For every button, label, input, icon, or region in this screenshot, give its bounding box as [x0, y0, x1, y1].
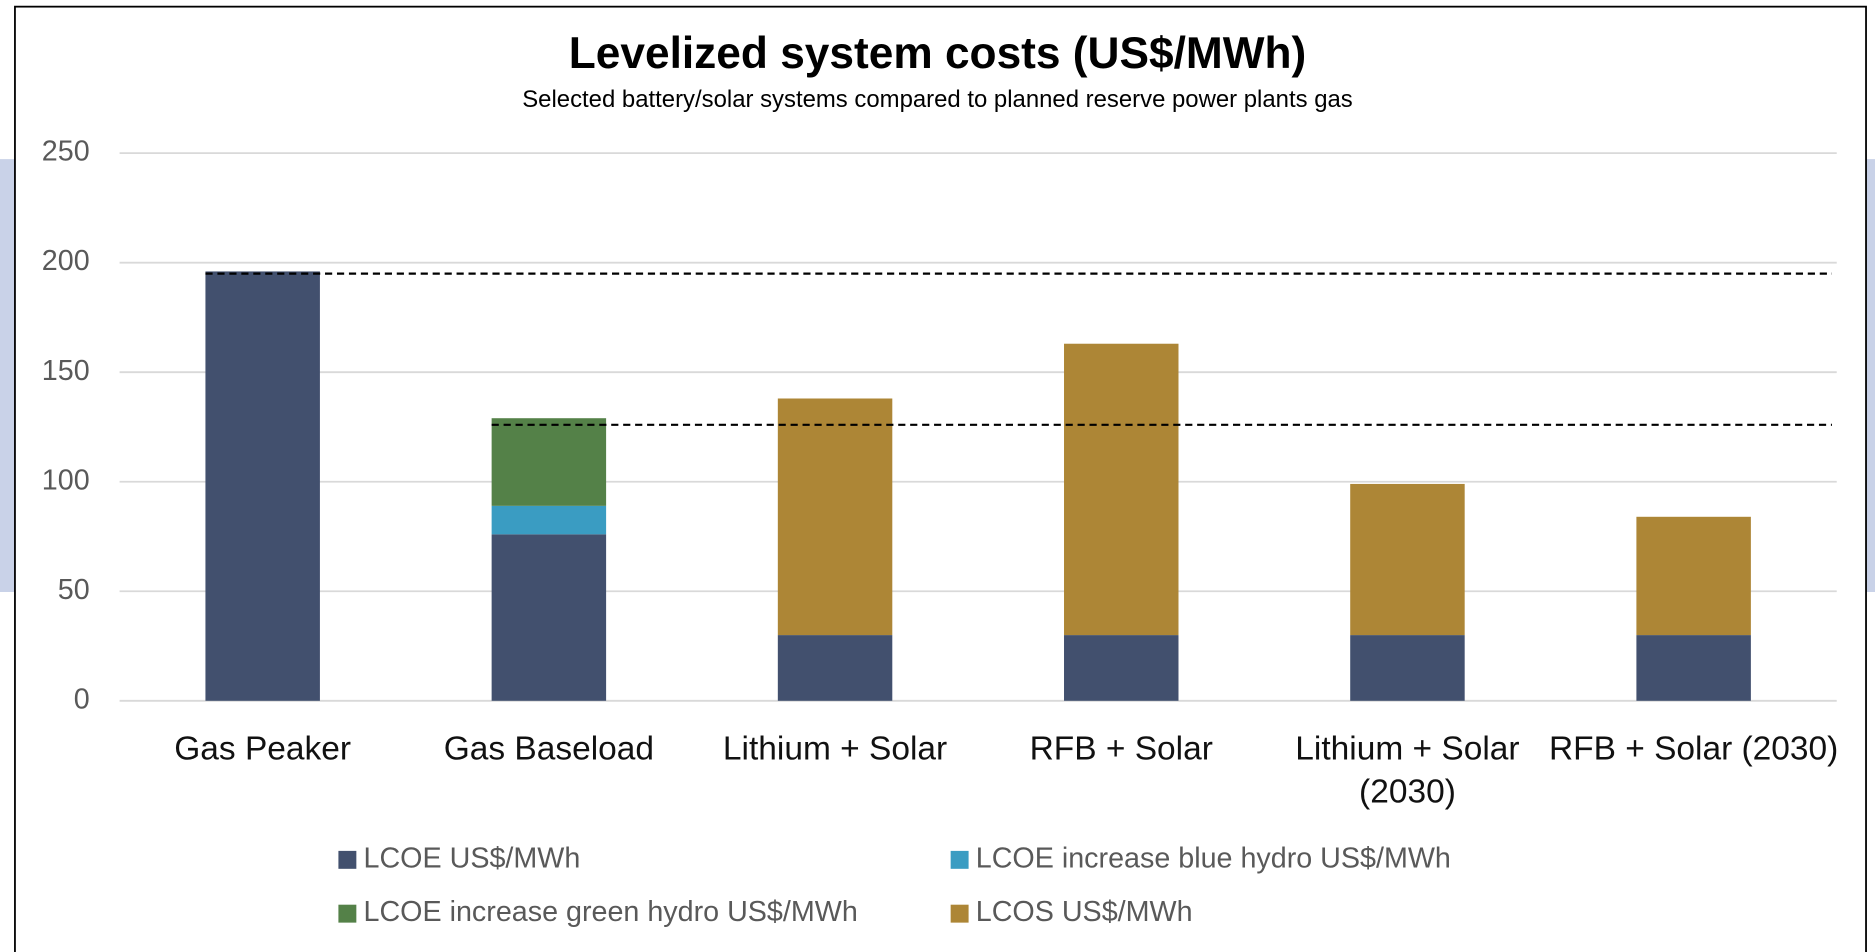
- bar-segment: [1350, 635, 1465, 701]
- y-tick-label: 150: [42, 355, 90, 387]
- legend-swatch: [950, 904, 969, 923]
- bar-segment: [1636, 516, 1751, 636]
- legend-label: LCOE increase blue hydro US$/MWh: [976, 842, 1451, 874]
- bar-segment: [1636, 635, 1751, 701]
- x-tick-label-box: Lithium + Solar (2030): [1295, 729, 1520, 810]
- y-tick-label: 200: [42, 245, 90, 277]
- chart-frame: [14, 5, 1867, 952]
- legend-swatch: [338, 904, 357, 923]
- x-tick-label: Gas Peaker: [174, 729, 352, 767]
- bar-segment: [491, 505, 607, 535]
- bar-segment: [1350, 483, 1465, 636]
- x-tick-label-box: Lithium + Solar: [722, 729, 948, 767]
- y-tick-label: 250: [42, 136, 90, 168]
- x-tick-label: Lithium + Solar (2030): [1295, 729, 1520, 810]
- x-tick-label-box: RFB + Solar (2030): [1548, 729, 1839, 767]
- x-tick-label: Gas Baseload: [443, 729, 655, 767]
- x-tick-label-box: Gas Peaker: [174, 729, 352, 767]
- legend-swatch: [338, 850, 357, 869]
- bar-segment: [777, 635, 893, 701]
- x-tick-label: RFB + Solar (2030): [1548, 729, 1839, 767]
- side-strip: [1866, 159, 1875, 592]
- side-strip: [0, 159, 15, 592]
- y-tick-label: 0: [74, 683, 90, 715]
- y-tick-label: 100: [42, 464, 90, 496]
- legend-label: LCOE increase green hydro US$/MWh: [364, 896, 858, 928]
- chart-subtitle: Selected battery/solar systems compared …: [522, 86, 1353, 113]
- legend-label: LCOE US$/MWh: [364, 842, 581, 874]
- x-tick-label: Lithium + Solar: [722, 729, 948, 767]
- legend-swatch: [950, 850, 969, 869]
- bar-segment: [777, 398, 893, 636]
- x-tick-label: RFB + Solar: [1029, 729, 1213, 767]
- bar-segment: [491, 418, 607, 506]
- x-tick-label-box: RFB + Solar: [1029, 729, 1213, 767]
- y-tick-label: 50: [58, 574, 90, 606]
- legend-label: LCOS US$/MWh: [976, 896, 1193, 928]
- x-tick-label-box: Gas Baseload: [443, 729, 655, 767]
- bar-segment: [1064, 343, 1179, 636]
- bar-segment: [491, 534, 607, 701]
- bar-segment: [205, 271, 320, 701]
- chart-title: Levelized system costs (US$/MWh): [569, 29, 1306, 78]
- bar-segment: [1064, 635, 1179, 701]
